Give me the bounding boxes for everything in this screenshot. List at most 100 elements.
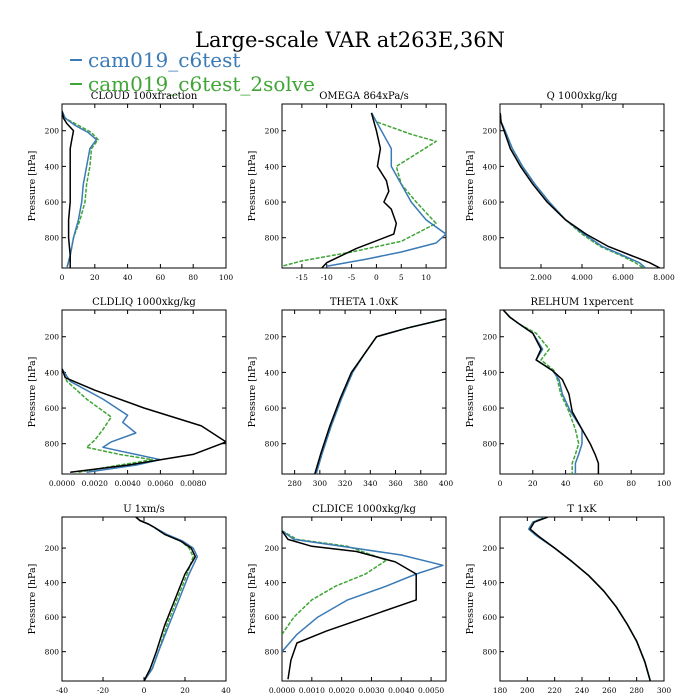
chart-9-frame bbox=[499, 516, 665, 682]
chart-6-xtick-label: 80 bbox=[626, 479, 636, 488]
chart-2-title: OMEGA 864xPa/s bbox=[319, 91, 409, 102]
chart-1-ytick-label: 600 bbox=[45, 198, 60, 207]
chart-8-xtick-label: 0.0000 bbox=[269, 686, 295, 695]
legend: cam019_c6test cam019_c6test_2solve bbox=[70, 48, 315, 96]
chart-3-ytick-label: 400 bbox=[483, 162, 498, 171]
chart-1-series-black bbox=[62, 110, 75, 268]
chart-6-series-black bbox=[502, 310, 600, 474]
chart-6-xtick-label: 0 bbox=[498, 479, 503, 488]
chart-2-series-cam019-c6test bbox=[326, 112, 446, 267]
chart-8-title: CLDICE 1000xkg/kg bbox=[312, 504, 416, 515]
chart-1-xtick-label: 60 bbox=[156, 273, 166, 282]
chart-5-title: THETA 1.0xK bbox=[330, 297, 399, 308]
chart-4-xtick-label: 0.0060 bbox=[147, 479, 173, 488]
chart-6-xtick-label: 40 bbox=[561, 479, 571, 488]
chart-3-ytick-label: 200 bbox=[483, 127, 498, 136]
legend-swatch-green bbox=[70, 83, 82, 85]
chart-4-xtick-label: 0.0020 bbox=[82, 479, 108, 488]
chart-5-xtick-label: 340 bbox=[363, 479, 378, 488]
chart-3-ytick-label: 600 bbox=[483, 198, 498, 207]
chart-8-xtick-label: 0.0020 bbox=[329, 686, 355, 695]
chart-5-xtick-label: 280 bbox=[287, 479, 302, 488]
chart-1-ytick-label: 400 bbox=[45, 162, 60, 171]
chart-6-ytick-label: 200 bbox=[483, 333, 498, 342]
chart-4-title: CLDLIQ 1000xkg/kg bbox=[92, 297, 196, 308]
chart-4-series-black bbox=[62, 368, 226, 473]
chart-1-xtick-label: 0 bbox=[60, 273, 65, 282]
chart-1-ytick-label: 200 bbox=[45, 127, 60, 136]
chart-8-xtick-label: 0.0010 bbox=[299, 686, 325, 695]
chart-1-frame bbox=[61, 103, 227, 269]
chart-5-xtick-label: 380 bbox=[414, 479, 429, 488]
chart-4-ytick-label: 200 bbox=[45, 333, 60, 342]
legend-swatch-blue bbox=[70, 59, 82, 61]
chart-2-ytick-label: 200 bbox=[265, 127, 280, 136]
chart-7-frame bbox=[61, 516, 227, 682]
chart-6-xtick-label: 20 bbox=[528, 479, 538, 488]
chart-5-xtick-label: 300 bbox=[313, 479, 328, 488]
chart-4-series-cam019-c6test bbox=[62, 368, 162, 473]
chart-2-ytick-label: 600 bbox=[265, 198, 280, 207]
chart-2-xtick-label: 0 bbox=[374, 273, 379, 282]
chart-1-xtick-label: 20 bbox=[90, 273, 100, 282]
chart-6-xtick-label: 100 bbox=[657, 479, 672, 488]
chart-3-ylabel: Pressure [hPa] bbox=[465, 151, 476, 222]
chart-1-xtick-label: 80 bbox=[188, 273, 198, 282]
chart-8-ytick-label: 200 bbox=[265, 544, 280, 553]
chart-2-xtick-label: -10 bbox=[321, 273, 333, 282]
chart-9-ytick-label: 600 bbox=[483, 613, 498, 622]
chart-9-xtick-label: 260 bbox=[602, 686, 617, 695]
chart-8-xtick-label: 0.0030 bbox=[358, 686, 384, 695]
chart-2-series-black bbox=[321, 112, 398, 268]
chart-5-series-black bbox=[314, 318, 446, 474]
chart-6-ytick-label: 800 bbox=[483, 440, 498, 449]
chart-8-ytick-label: 400 bbox=[265, 579, 280, 588]
chart-6-title: RELHUM 1xpercent bbox=[530, 297, 633, 308]
chart-9-title: T 1xK bbox=[567, 504, 597, 515]
chart-9-xtick-label: 180 bbox=[493, 686, 508, 695]
chart-4-ytick-label: 800 bbox=[45, 440, 60, 449]
chart-4-ylabel: Pressure [hPa] bbox=[27, 357, 38, 428]
chart-1-series-cam019-c6test-2solve bbox=[62, 110, 99, 268]
chart-7-xtick-label: 40 bbox=[221, 686, 231, 695]
chart-8-frame bbox=[281, 516, 447, 682]
chart-8-ylabel: Pressure [hPa] bbox=[247, 564, 258, 635]
chart-9-ytick-label: 400 bbox=[483, 579, 498, 588]
chart-2-ytick-label: 400 bbox=[265, 162, 280, 171]
chart-1-ytick-label: 800 bbox=[45, 234, 60, 243]
chart-2-xtick-label: 5 bbox=[399, 273, 404, 282]
chart-4-frame bbox=[61, 309, 227, 475]
chart-1-title: CLOUD 100xfraction bbox=[91, 91, 198, 102]
chart-8-xtick-label: 0.0050 bbox=[418, 686, 444, 695]
chart-4-series-cam019-c6test-2solve bbox=[62, 368, 153, 473]
chart-5-ytick-label: 800 bbox=[265, 440, 280, 449]
chart-3-series-black bbox=[500, 112, 661, 268]
chart-9-ytick-label: 800 bbox=[483, 648, 498, 657]
chart-7-ytick-label: 400 bbox=[45, 579, 60, 588]
chart-7-ytick-label: 800 bbox=[45, 648, 60, 657]
chart-4-xtick-label: 0.0040 bbox=[114, 479, 140, 488]
chart-7-ylabel: Pressure [hPa] bbox=[27, 564, 38, 635]
chart-7-xtick-label: -20 bbox=[97, 686, 109, 695]
chart-2-xtick-label: 10 bbox=[421, 273, 431, 282]
chart-5-ytick-label: 200 bbox=[265, 333, 280, 342]
chart-4-xtick-label: 0.0080 bbox=[180, 479, 206, 488]
chart-3-frame bbox=[499, 103, 665, 269]
chart-1-series-cam019-c6test bbox=[62, 110, 98, 268]
chart-9-ytick-label: 200 bbox=[483, 544, 498, 553]
chart-1-xtick-label: 40 bbox=[123, 273, 133, 282]
chart-5-xtick-label: 360 bbox=[388, 479, 403, 488]
chart-3-series-cam019-c6test-2solve bbox=[500, 112, 644, 268]
legend-label-blue: cam019_c6test bbox=[88, 48, 241, 72]
chart-6-xtick-label: 60 bbox=[594, 479, 604, 488]
chart-3-xtick-label: 4.000 bbox=[571, 273, 593, 282]
chart-8-series-cam019-c6test-2solve bbox=[282, 530, 388, 635]
chart-6-ytick-label: 600 bbox=[483, 404, 498, 413]
chart-9-ylabel: Pressure [hPa] bbox=[465, 564, 476, 635]
chart-3-xtick-label: 8.000 bbox=[653, 273, 675, 282]
legend-item-green: cam019_c6test_2solve bbox=[70, 72, 315, 96]
chart-2-series-cam019-c6test-2solve bbox=[282, 112, 437, 267]
chart-8-ytick-label: 800 bbox=[265, 648, 280, 657]
chart-6-ytick-label: 400 bbox=[483, 368, 498, 377]
chart-9-xtick-label: 240 bbox=[575, 686, 590, 695]
